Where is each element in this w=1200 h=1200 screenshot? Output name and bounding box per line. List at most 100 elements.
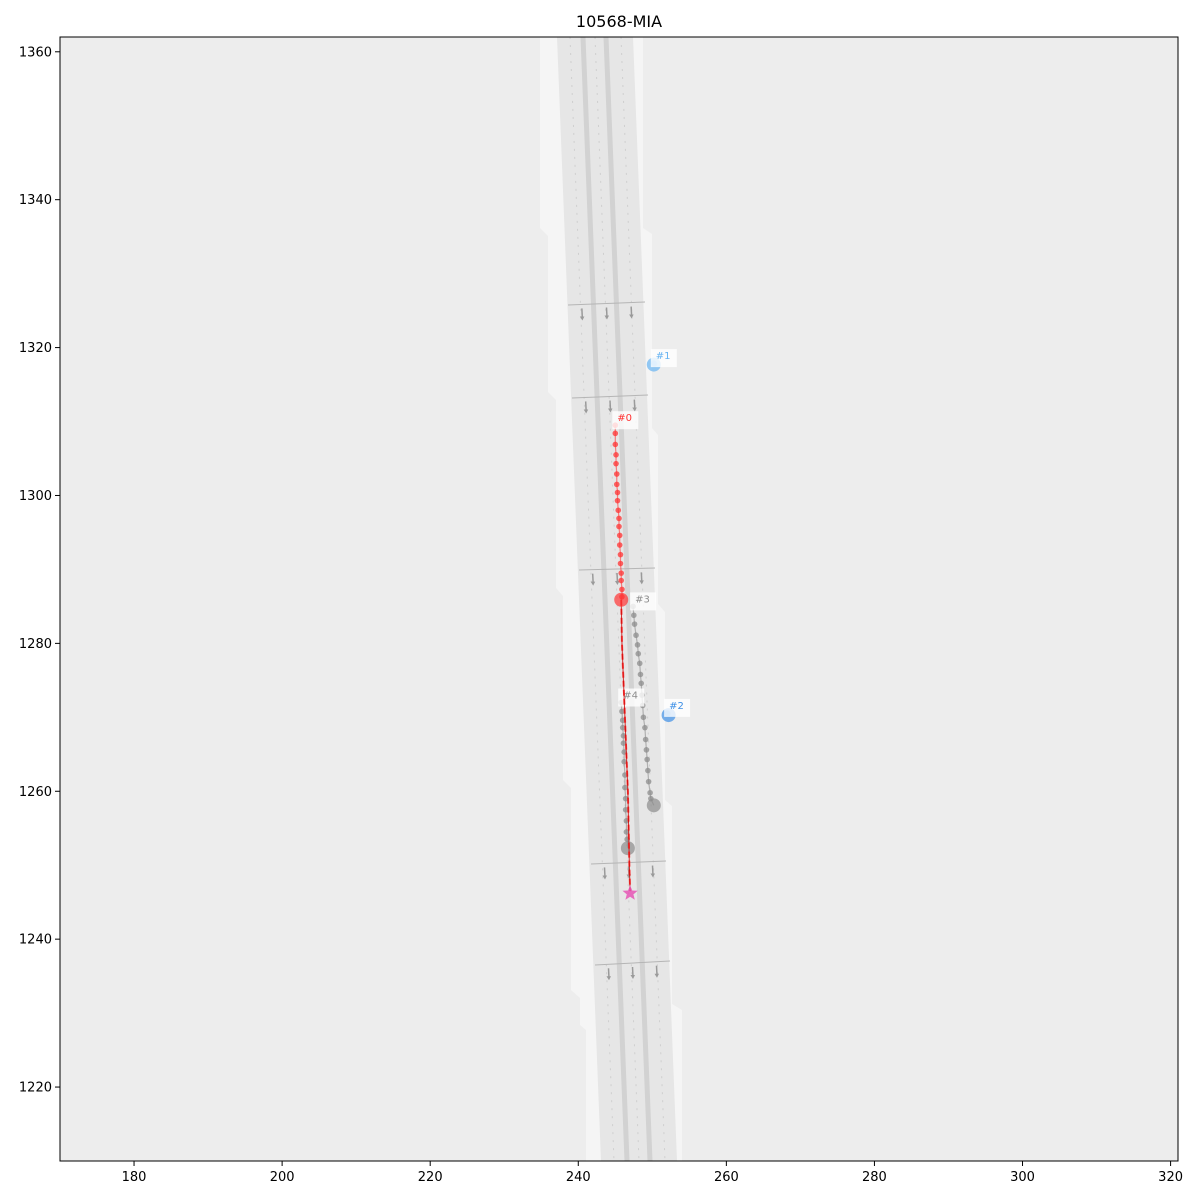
agent-label-box	[630, 592, 657, 611]
lane-arrow-head	[604, 315, 609, 320]
history-point	[621, 758, 627, 765]
y-tick-label: 1240	[19, 933, 52, 948]
history-point	[631, 612, 637, 619]
lane-arrow-head	[615, 581, 620, 585]
history-point	[640, 714, 647, 721]
plot-frame	[59, 36, 1179, 1162]
chart-title: 10568-MIA	[575, 12, 663, 31]
history-trajectory	[620, 702, 629, 849]
lane-arrow-head	[602, 875, 607, 880]
y-tick-label: 1340	[19, 193, 52, 208]
history-point	[616, 532, 623, 539]
history-point	[634, 642, 641, 648]
history-point	[622, 784, 628, 791]
history-point	[620, 740, 627, 746]
lane-line	[580, 37, 630, 1161]
history-point	[633, 632, 639, 639]
lane-arrow-head	[639, 580, 644, 585]
lane-arrow-head	[606, 976, 611, 981]
history-point	[612, 441, 619, 448]
lane-divider	[594, 37, 640, 1161]
agent-0: #0	[612, 411, 639, 900]
agent-label: #3	[635, 594, 650, 605]
trajectory-layer: #3 #4 #1 #2 #0	[612, 349, 691, 900]
history-point	[647, 789, 653, 796]
x-tick-label: 180	[122, 1170, 147, 1185]
lane-arrow-head	[630, 975, 635, 979]
current-position	[646, 798, 661, 813]
history-point	[617, 551, 624, 558]
x-axis: 180 200 220 240 260 280 300 320	[122, 1161, 1183, 1185]
history-point	[618, 570, 625, 576]
crosswalk-line	[571, 394, 649, 399]
history-point	[642, 724, 648, 731]
x-tick-label: 280	[862, 1170, 887, 1185]
history-point	[618, 577, 625, 584]
crosswalk-line	[578, 567, 656, 571]
lane-arrow-head	[632, 407, 637, 412]
history-point	[638, 680, 645, 687]
history-point	[613, 452, 619, 458]
history-point	[645, 778, 652, 785]
agent-label: #1	[656, 351, 671, 362]
history-point	[614, 497, 621, 504]
history-point	[616, 515, 622, 522]
agent-2: #2	[661, 698, 691, 723]
goal-star	[622, 885, 638, 900]
history-point	[645, 767, 651, 774]
history-point	[644, 756, 650, 763]
crosswalk-line	[567, 301, 646, 306]
history-point	[631, 621, 638, 627]
agent-label-box	[612, 411, 639, 430]
y-tick-label: 1260	[19, 785, 52, 800]
y-tick-label: 1320	[19, 341, 52, 356]
y-axis: 1220 1240 1260 1280 1300 1320 1340 1360	[19, 45, 60, 1096]
history-point	[613, 481, 620, 488]
current-position	[614, 592, 629, 607]
current-position	[620, 841, 635, 856]
lane-arrow-head	[650, 873, 655, 878]
agent-1: #1	[646, 349, 677, 372]
future-trajectory-core	[620, 599, 631, 892]
lane-arrow-head	[590, 581, 596, 586]
agent-label: #4	[623, 691, 638, 702]
agent-label-box	[650, 349, 677, 368]
x-tick-label: 300	[1010, 1170, 1035, 1185]
crosswalk-line	[594, 960, 671, 966]
lane-arrow-head	[629, 314, 634, 319]
history-point	[613, 460, 619, 467]
x-tick-label: 260	[714, 1170, 739, 1185]
history-point	[619, 708, 625, 715]
agent-label: #0	[617, 413, 632, 424]
history-point	[614, 489, 621, 496]
history-point	[622, 806, 629, 813]
lane-arrow-head	[579, 316, 585, 321]
x-tick-label: 240	[566, 1170, 591, 1185]
history-point	[616, 523, 622, 530]
y-tick-label: 1360	[19, 45, 52, 60]
lane-arrow-head	[608, 408, 613, 413]
history-point	[619, 724, 626, 731]
y-tick-label: 1280	[19, 637, 52, 652]
agent-label: #2	[669, 701, 684, 712]
y-tick-label: 1220	[19, 1081, 52, 1096]
history-point	[642, 736, 649, 743]
history-point	[636, 660, 643, 667]
lane-arrow-head	[583, 409, 589, 414]
history-point	[635, 650, 642, 657]
x-tick-label: 320	[1158, 1170, 1183, 1185]
history-point	[612, 430, 619, 437]
x-tick-label: 220	[418, 1170, 443, 1185]
history-point	[613, 471, 620, 477]
lane-arrow-head	[654, 973, 659, 978]
history-point	[616, 542, 623, 548]
agent-label-box	[664, 698, 691, 717]
y-tick-label: 1300	[19, 489, 52, 504]
history-point	[619, 586, 625, 593]
history-point	[637, 671, 644, 678]
lane-divider	[569, 37, 615, 1161]
history-point	[615, 507, 622, 514]
lane-divider	[620, 37, 666, 1161]
history-point	[617, 560, 624, 567]
